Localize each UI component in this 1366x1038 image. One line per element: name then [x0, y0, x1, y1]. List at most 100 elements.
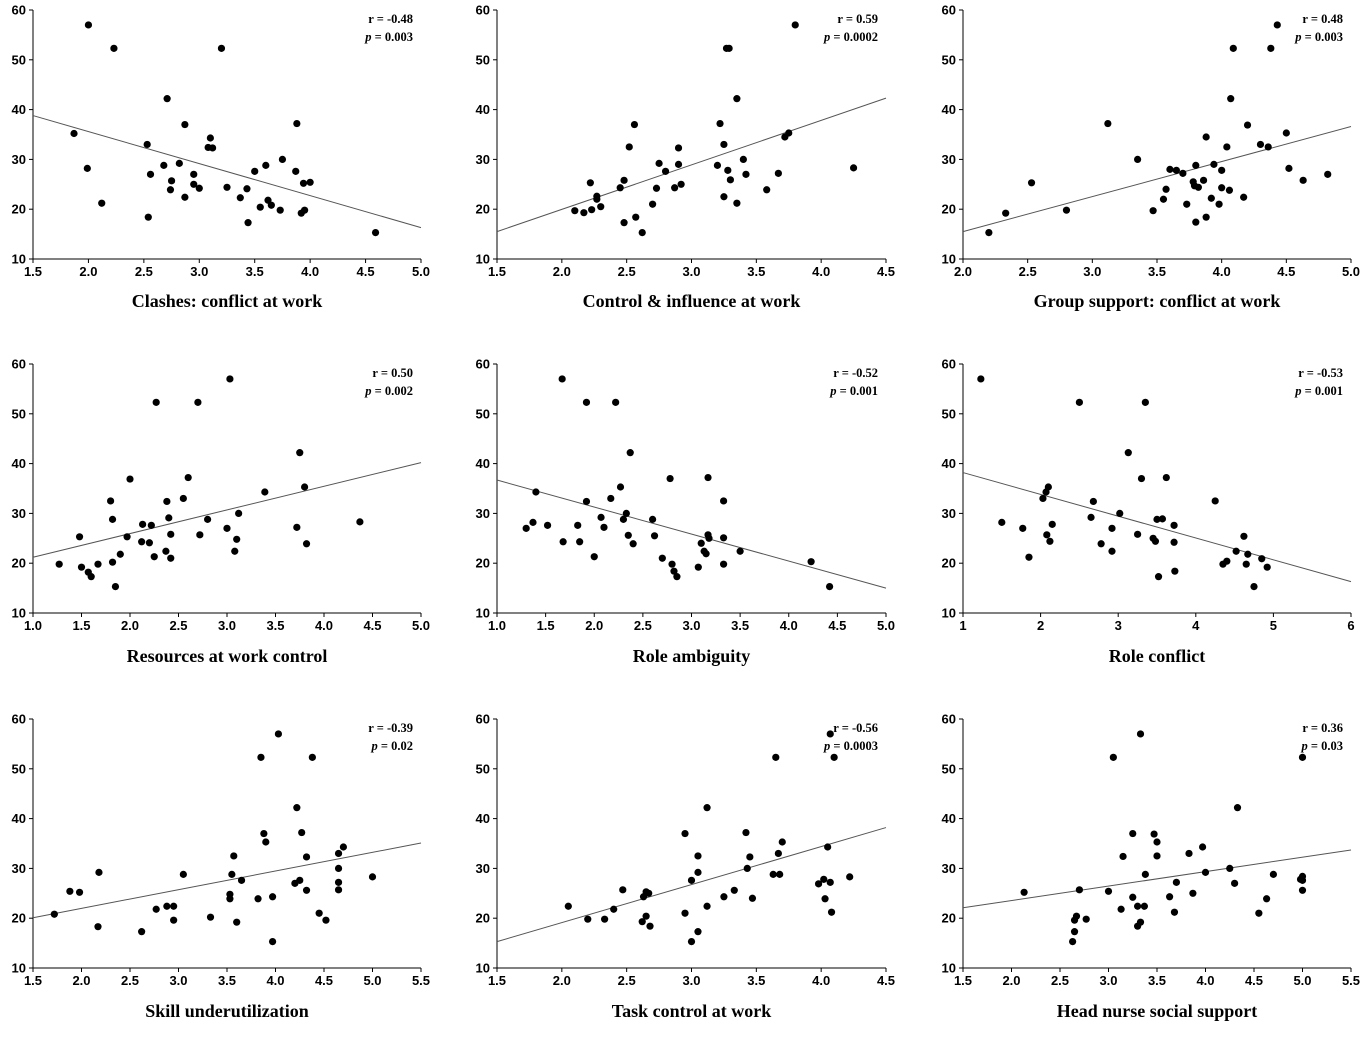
x-tick-label: 5.5	[412, 973, 430, 988]
data-point	[597, 513, 605, 521]
data-point	[1141, 398, 1149, 406]
x-tick-label: 3.0	[1099, 973, 1117, 988]
x-tick-label: 4.0	[315, 618, 333, 633]
data-point	[681, 829, 689, 838]
regression-line	[496, 479, 887, 589]
data-point	[1198, 843, 1207, 851]
y-tick-label: 10	[12, 252, 26, 267]
data-point	[616, 184, 624, 192]
data-point	[1285, 164, 1293, 172]
scatter-panel-3: 2.0 2.5 3.0 3.5 4.0 4.5 5.0 10 20 30 40 50 60 r = 0.4…	[942, 3, 1361, 312]
data-point	[1298, 886, 1307, 894]
data-point	[827, 908, 836, 916]
data-point	[1240, 532, 1248, 540]
data-point	[1136, 918, 1145, 926]
data-point	[1298, 872, 1307, 880]
data-point	[1299, 176, 1307, 184]
data-point	[98, 199, 106, 207]
data-point	[610, 905, 618, 913]
x-tick-label: 3.5	[266, 618, 284, 633]
data-point	[720, 140, 728, 149]
x-axis-label: Resources at work control	[127, 646, 328, 666]
data-point	[1273, 21, 1281, 29]
x-tick-label: 3.5	[731, 618, 749, 633]
data-point	[730, 886, 738, 894]
data-point	[645, 889, 653, 897]
data-point	[1129, 893, 1137, 901]
data-point	[1141, 870, 1149, 878]
data-point	[1151, 537, 1160, 545]
p-value: p = 0.02	[371, 739, 414, 753]
data-point	[1170, 521, 1178, 529]
y-tick-label: 30	[942, 861, 956, 876]
x-tick-label: 3.0	[218, 618, 236, 633]
data-point	[720, 193, 728, 201]
data-point	[1166, 165, 1174, 173]
data-point	[165, 514, 173, 522]
data-point	[616, 483, 625, 491]
p-value: p = 0.0003	[823, 739, 878, 753]
correlation-r: r = -0.56	[833, 721, 878, 735]
data-point	[1255, 909, 1263, 917]
data-point	[1179, 169, 1187, 177]
x-tick-label: 3.0	[682, 264, 700, 279]
x-tick-label: 1.5	[24, 264, 42, 279]
data-point	[233, 535, 241, 543]
regression-line	[32, 462, 422, 558]
data-point	[638, 918, 646, 926]
correlation-r: r = 0.48	[1302, 12, 1343, 26]
data-point	[1062, 206, 1071, 214]
data-point	[724, 166, 732, 174]
data-point	[763, 186, 771, 194]
data-point	[646, 922, 654, 930]
data-point	[733, 199, 741, 207]
data-point	[739, 155, 747, 163]
x-tick-label: 5.0	[363, 973, 381, 988]
data-point	[1075, 886, 1083, 894]
data-point	[1250, 583, 1258, 591]
p-value: p = 0.003	[364, 30, 413, 44]
x-axis-label: Group support: conflict at work	[1034, 291, 1281, 311]
x-tick-label: 2.0	[1002, 973, 1020, 988]
data-point	[778, 838, 786, 846]
data-point	[1069, 938, 1077, 946]
y-tick-label: 30	[476, 861, 490, 876]
y-tick-label: 30	[942, 506, 956, 521]
data-point	[1140, 902, 1148, 910]
data-point	[748, 894, 757, 902]
data-point	[632, 213, 640, 221]
data-point	[626, 449, 634, 457]
y-tick-label: 30	[476, 152, 490, 167]
data-point	[196, 531, 204, 539]
data-point	[66, 887, 74, 895]
data-point	[322, 916, 330, 924]
data-point	[146, 170, 155, 178]
data-point	[564, 902, 572, 910]
data-point	[668, 560, 676, 568]
data-point	[1267, 44, 1275, 52]
y-tick-label: 50	[12, 406, 26, 421]
data-point	[139, 520, 147, 528]
x-tick-label: 2.0	[79, 264, 97, 279]
x-tick-label: 2	[1037, 618, 1044, 633]
data-point	[1046, 537, 1054, 545]
data-point	[670, 567, 678, 575]
data-point	[742, 828, 750, 837]
x-tick-label: 4.0	[301, 264, 319, 279]
data-point	[94, 923, 102, 931]
data-point	[674, 144, 683, 152]
data-point	[590, 553, 598, 561]
x-tick-label: 2.5	[135, 264, 153, 279]
data-point	[163, 497, 171, 506]
x-tick-label: 2.5	[1051, 973, 1069, 988]
data-point	[371, 229, 380, 237]
data-point	[260, 829, 268, 838]
data-point	[774, 849, 782, 858]
data-point	[824, 843, 832, 851]
data-point	[1263, 563, 1271, 571]
data-point	[262, 838, 270, 846]
data-point	[1223, 143, 1231, 151]
data-point	[704, 473, 712, 482]
data-point	[308, 753, 316, 761]
